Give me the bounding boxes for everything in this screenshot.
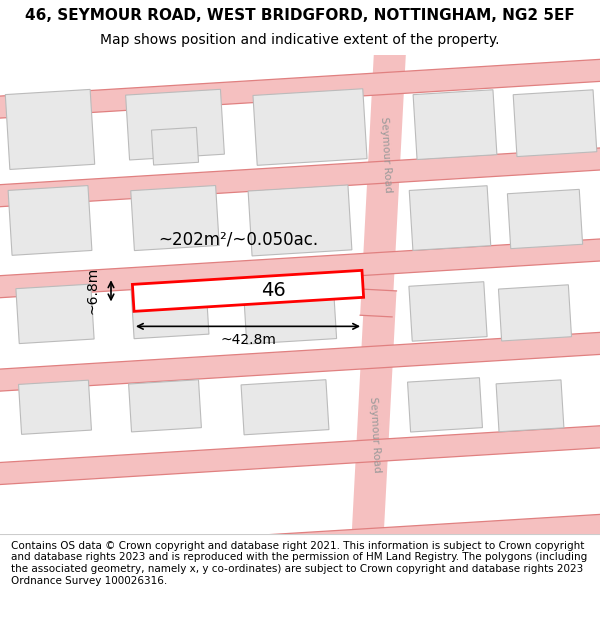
Text: Seymour Road: Seymour Road — [368, 396, 382, 472]
Polygon shape — [131, 284, 209, 339]
Polygon shape — [19, 380, 91, 434]
Polygon shape — [0, 236, 600, 301]
Polygon shape — [413, 90, 497, 159]
Polygon shape — [352, 289, 397, 539]
Text: Map shows position and indicative extent of the property.: Map shows position and indicative extent… — [100, 32, 500, 47]
Polygon shape — [8, 186, 92, 256]
Polygon shape — [16, 284, 94, 344]
Polygon shape — [151, 127, 199, 165]
Text: 46: 46 — [260, 281, 286, 301]
Polygon shape — [0, 511, 600, 576]
Text: 46, SEYMOUR ROAD, WEST BRIDGFORD, NOTTINGHAM, NG2 5EF: 46, SEYMOUR ROAD, WEST BRIDGFORD, NOTTIN… — [25, 8, 575, 23]
Polygon shape — [0, 56, 600, 121]
Text: Contains OS data © Crown copyright and database right 2021. This information is : Contains OS data © Crown copyright and d… — [11, 541, 587, 586]
Polygon shape — [244, 284, 337, 344]
Polygon shape — [513, 90, 597, 157]
Polygon shape — [133, 271, 364, 311]
Text: ~42.8m: ~42.8m — [220, 333, 276, 348]
Polygon shape — [128, 380, 202, 432]
Text: Seymour Road: Seymour Road — [379, 116, 393, 192]
Polygon shape — [0, 329, 600, 394]
Polygon shape — [508, 189, 583, 249]
Polygon shape — [248, 185, 352, 256]
Polygon shape — [5, 89, 95, 169]
Polygon shape — [409, 282, 487, 341]
Polygon shape — [407, 378, 482, 432]
Polygon shape — [360, 52, 406, 317]
Text: ~202m²/~0.050ac.: ~202m²/~0.050ac. — [158, 231, 318, 248]
Polygon shape — [125, 89, 224, 160]
Polygon shape — [253, 89, 367, 166]
Polygon shape — [131, 186, 219, 251]
Polygon shape — [0, 422, 600, 488]
Polygon shape — [496, 380, 564, 432]
Polygon shape — [241, 380, 329, 435]
Text: ~6.8m: ~6.8m — [86, 268, 100, 314]
Polygon shape — [499, 285, 572, 341]
Polygon shape — [409, 186, 491, 251]
Polygon shape — [0, 145, 600, 209]
